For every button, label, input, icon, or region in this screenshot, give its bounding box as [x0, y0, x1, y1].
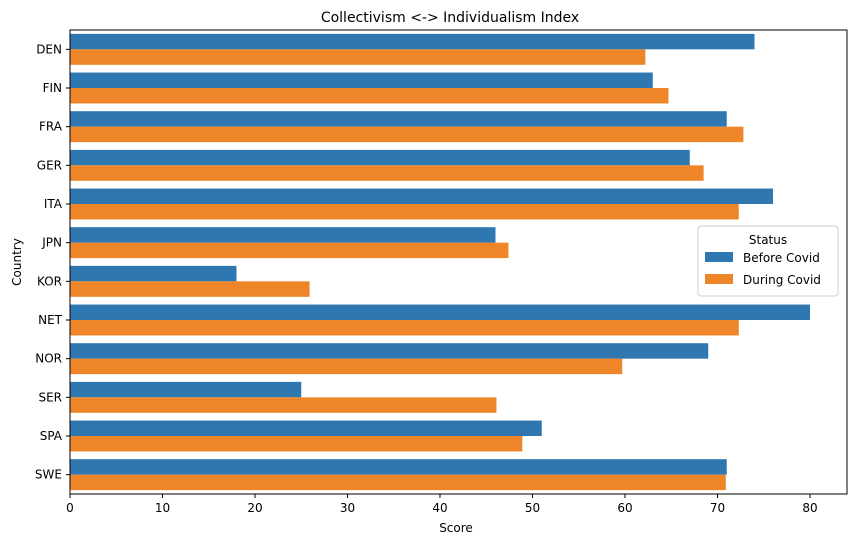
y-tick-label: NET — [38, 313, 63, 327]
x-tick-label: 40 — [432, 501, 447, 515]
bar-nor-before-covid — [70, 343, 709, 359]
bar-jpn-before-covid — [70, 227, 496, 243]
bar-spa-during-covid — [70, 436, 523, 452]
y-tick-label: SER — [38, 390, 62, 404]
legend-label: During Covid — [743, 273, 821, 287]
bar-nor-during-covid — [70, 358, 623, 375]
legend-label: Before Covid — [743, 251, 820, 265]
bar-den-before-covid — [70, 33, 755, 50]
legend: Status Before Covid During Covid — [697, 225, 839, 297]
bar-ita-during-covid — [70, 204, 739, 220]
x-tick-label: 80 — [802, 501, 817, 515]
bar-net-during-covid — [70, 320, 739, 336]
legend-swatch — [705, 252, 733, 262]
legend-swatch — [705, 274, 733, 284]
y-tick-label: SPA — [40, 429, 63, 443]
bar-fra-during-covid — [70, 126, 744, 143]
y-tick-label: ITA — [44, 197, 63, 211]
x-tick-label: 30 — [340, 501, 355, 515]
y-tick-label: JPN — [41, 236, 62, 250]
bar-ger-during-covid — [70, 165, 704, 181]
y-tick-label: NOR — [35, 352, 62, 366]
bar-fra-before-covid — [70, 111, 727, 127]
bar-fin-during-covid — [70, 88, 669, 104]
bar-spa-before-covid — [70, 420, 542, 436]
bar-ser-before-covid — [70, 381, 302, 398]
plot-frame — [69, 29, 848, 495]
x-tick-label: 50 — [525, 501, 540, 515]
bar-den-during-covid — [70, 49, 646, 65]
x-tick-label: 0 — [66, 501, 74, 515]
bar-ger-before-covid — [70, 149, 690, 166]
plot-area: DEN FIN FRA GER ITA JPN KOR NET NOR SER SPA SWE 0 10 2… — [35, 29, 848, 515]
y-tick-label: KOR — [37, 274, 62, 288]
y-axis-label: Country — [10, 238, 24, 286]
x-tick-label: 70 — [710, 501, 725, 515]
bar-net-before-covid — [70, 304, 810, 320]
bar-ser-during-covid — [70, 397, 497, 413]
x-tick-label: 60 — [617, 501, 632, 515]
bar-swe-during-covid — [70, 474, 726, 491]
chart-title: Collectivism <-> Individualism Index — [321, 10, 579, 26]
y-tick-label: FRA — [39, 120, 63, 134]
y-tick-label: FIN — [43, 81, 62, 95]
bar-fin-before-covid — [70, 72, 653, 88]
x-tick-label: 20 — [247, 501, 262, 515]
bar-kor-before-covid — [70, 265, 237, 282]
y-tick-label: DEN — [36, 42, 62, 56]
bar-jpn-during-covid — [70, 242, 509, 259]
bar-ita-before-covid — [70, 188, 773, 204]
x-axis-label: Score — [439, 521, 473, 535]
x-tick-label: 10 — [155, 501, 170, 515]
y-tick-label: SWE — [35, 468, 62, 482]
bar-swe-before-covid — [70, 459, 727, 475]
legend-title: Status — [749, 233, 787, 247]
y-tick-label: GER — [37, 158, 62, 172]
bar-kor-during-covid — [70, 281, 310, 297]
